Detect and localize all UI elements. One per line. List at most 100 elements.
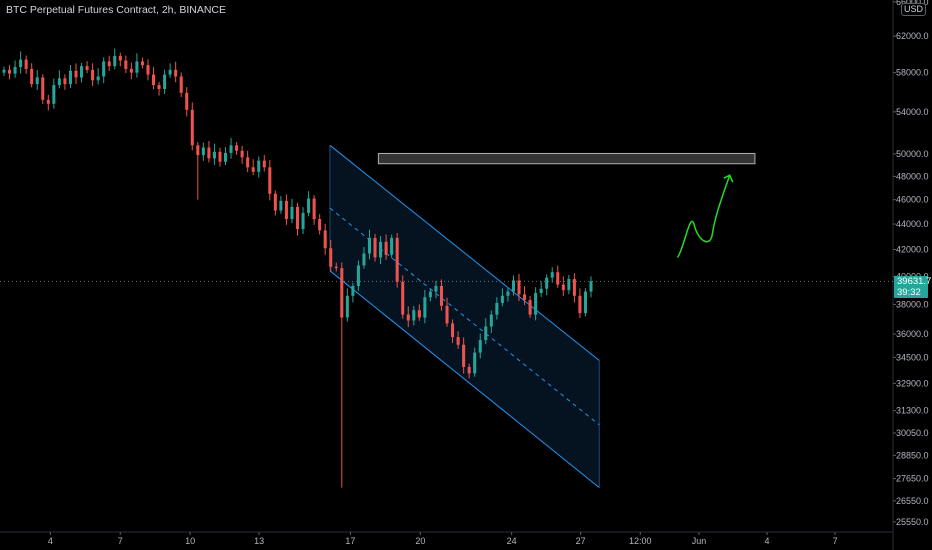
candle-body [367, 237, 372, 254]
candle [179, 72, 183, 98]
candle-body [85, 66, 89, 70]
candle-body [80, 66, 84, 78]
price-tick-label: 30050.0 [896, 428, 929, 438]
candle-body [96, 76, 100, 81]
candle [528, 295, 532, 318]
candle-body [102, 61, 106, 77]
candle [451, 319, 455, 343]
candle [24, 55, 28, 74]
candle-body [201, 147, 205, 156]
candle [417, 304, 421, 321]
candle [362, 246, 366, 269]
candle-body [379, 241, 383, 258]
candle [235, 142, 239, 155]
candle [467, 363, 471, 379]
candle [268, 159, 272, 201]
candle-body [218, 151, 222, 162]
candle [456, 331, 460, 349]
channel-fill [329, 145, 600, 488]
price-tick-label: 36000.0 [896, 329, 929, 339]
candle-body [489, 314, 493, 327]
candle [572, 273, 576, 303]
candle-body [223, 152, 228, 162]
candle [85, 61, 89, 74]
candle-body [235, 145, 239, 151]
channel-upper-line[interactable] [329, 144, 600, 361]
channel-lower-line[interactable] [329, 270, 600, 488]
candle-body [52, 85, 56, 104]
projection-arrow[interactable] [676, 174, 731, 258]
candle [550, 267, 554, 283]
candle-body [345, 295, 349, 318]
candle [401, 275, 405, 319]
candle-body [572, 279, 576, 296]
candle [19, 51, 23, 74]
candle-body [318, 219, 322, 231]
candle-body [257, 160, 261, 172]
candle [323, 223, 327, 255]
candle-body [168, 69, 172, 75]
candle-body [511, 280, 515, 292]
candle [523, 286, 527, 306]
candle-body [462, 344, 466, 367]
price-tick-label: 31300.0 [896, 406, 929, 416]
candle-body [395, 237, 399, 282]
candle-body [500, 295, 504, 303]
candle-body [284, 200, 288, 220]
candle-body [35, 77, 39, 85]
candle-body [334, 266, 338, 269]
candle-body [140, 61, 144, 66]
candle [356, 260, 360, 291]
candle-body [57, 78, 61, 86]
candle-body [30, 68, 34, 85]
candle-body [561, 284, 565, 291]
candle-body [534, 292, 538, 315]
candle-body [478, 340, 482, 353]
candle-body [74, 70, 78, 78]
candle [589, 276, 593, 298]
candle [340, 262, 344, 488]
candle [439, 279, 444, 311]
candle [517, 273, 521, 301]
candle [290, 198, 294, 224]
candle [118, 52, 122, 67]
candle [157, 81, 161, 96]
candle-body [13, 67, 17, 74]
candle [567, 274, 571, 295]
chart-grid [0, 0, 894, 550]
candle [395, 233, 399, 288]
candle [251, 159, 255, 176]
time-tick-label: 7 [833, 536, 838, 546]
candle-body [268, 167, 272, 194]
candle [246, 150, 250, 173]
price-tick-label: 28850.0 [896, 450, 929, 460]
candle [373, 233, 377, 262]
candle-body [8, 69, 12, 74]
candle [190, 102, 194, 151]
currency-badge[interactable]: USD [901, 3, 927, 16]
candle-body [412, 310, 416, 321]
candle-body [129, 68, 133, 73]
candle-body [445, 305, 449, 324]
candle-body [556, 272, 560, 285]
candle-body [362, 253, 366, 266]
price-tick-label: 27650.0 [896, 474, 929, 484]
candle-body [539, 288, 543, 293]
resistance-zone[interactable] [377, 152, 756, 165]
candle [495, 297, 499, 320]
time-tick-label: 20 [415, 536, 425, 546]
candle-body [583, 291, 587, 314]
chart-title: BTC Perpetual Futures Contract, 2h, BINA… [6, 4, 227, 16]
drawing-layer[interactable] [0, 144, 893, 488]
candle-body [135, 61, 139, 73]
price-tick-label: 50000.0 [896, 149, 929, 159]
candle [473, 347, 477, 377]
candle-body [229, 145, 233, 153]
candle-body [190, 109, 194, 146]
price-tick-label: 34500.0 [896, 352, 929, 362]
candle [240, 145, 244, 164]
candle [163, 69, 167, 94]
candle [334, 262, 338, 272]
candle [445, 297, 449, 327]
